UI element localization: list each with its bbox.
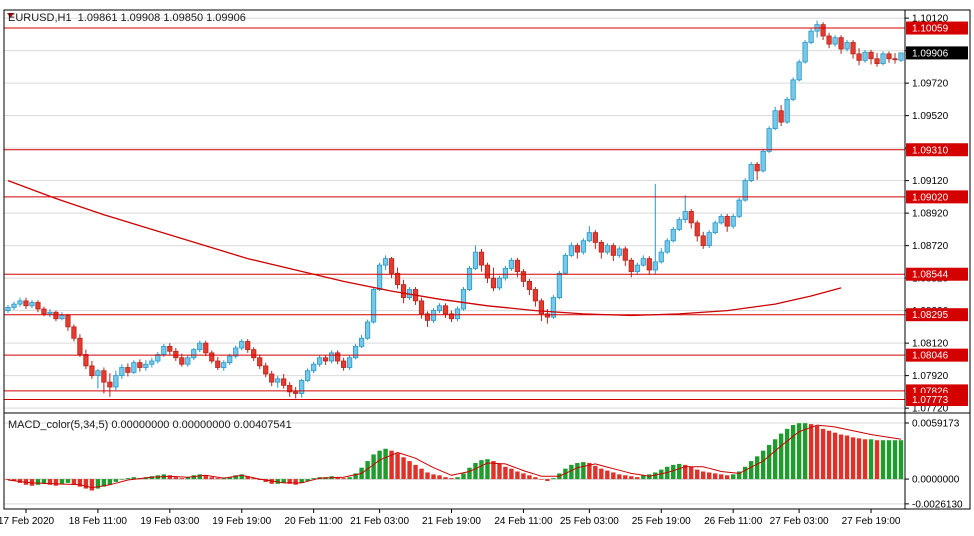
svg-text:1.08920: 1.08920 [912, 209, 949, 220]
svg-text:1.09720: 1.09720 [912, 79, 949, 90]
svg-text:25 Feb 19:00: 25 Feb 19:00 [632, 516, 691, 527]
svg-text:19 Feb 03:00: 19 Feb 03:00 [140, 516, 199, 527]
svg-text:1.09120: 1.09120 [912, 176, 949, 187]
svg-text:1.07773: 1.07773 [912, 395, 949, 406]
svg-text:1.07920: 1.07920 [912, 371, 949, 382]
support-resistance-lines: 1.10059 1.09310 1.09020 1.08544 1.08295 1.080… [4, 21, 968, 407]
svg-text:-0.0026130: -0.0026130 [912, 499, 963, 510]
svg-text:18 Feb 11:00: 18 Feb 11:00 [69, 516, 128, 527]
svg-text:1.07826: 1.07826 [912, 386, 949, 397]
chart-symbol-title: EURUSD,H1 1.09861 1.09908 1.09850 1.0990… [8, 12, 246, 24]
svg-text:21 Feb 19:00: 21 Feb 19:00 [422, 516, 481, 527]
axis-labels: 1.101201.099201.097201.095201.093201.091… [0, 14, 963, 527]
macd-histogram [5, 423, 904, 491]
candlesticks [5, 20, 904, 399]
svg-text:27 Feb 19:00: 27 Feb 19:00 [842, 516, 901, 527]
svg-text:1.09520: 1.09520 [912, 111, 949, 122]
svg-text:0.0059173: 0.0059173 [912, 418, 960, 429]
grid-lines [4, 17, 905, 505]
svg-text:1.08295: 1.08295 [912, 310, 949, 321]
svg-text:1.09906: 1.09906 [912, 48, 949, 59]
svg-text:21 Feb 03:00: 21 Feb 03:00 [350, 516, 409, 527]
svg-text:1.09310: 1.09310 [912, 145, 949, 156]
svg-text:27 Feb 03:00: 27 Feb 03:00 [770, 516, 829, 527]
chart-corner-marker-icon [7, 13, 14, 18]
svg-text:19 Feb 19:00: 19 Feb 19:00 [212, 516, 271, 527]
svg-text:1.08544: 1.08544 [912, 270, 949, 281]
svg-text:1.08720: 1.08720 [912, 241, 949, 252]
svg-text:1.10059: 1.10059 [912, 24, 949, 35]
macd-indicator-title: MACD_color(5,34,5) 0.00000000 0.00000000… [8, 419, 292, 431]
svg-text:20 Feb 11:00: 20 Feb 11:00 [285, 516, 344, 527]
svg-text:17 Feb 2020: 17 Feb 2020 [0, 516, 54, 527]
svg-text:1.08046: 1.08046 [912, 351, 949, 362]
svg-text:1.10120: 1.10120 [912, 14, 949, 25]
svg-text:0.0000000: 0.0000000 [912, 475, 960, 486]
moving-average-line [7, 179, 842, 317]
svg-text:1.08120: 1.08120 [912, 339, 949, 350]
panel-borders [3, 9, 971, 510]
svg-text:26 Feb 11:00: 26 Feb 11:00 [704, 516, 763, 527]
svg-text:1.07720: 1.07720 [912, 404, 949, 415]
svg-text:24 Feb 11:00: 24 Feb 11:00 [494, 516, 553, 527]
svg-text:1.09020: 1.09020 [912, 192, 949, 203]
svg-text:25 Feb 03:00: 25 Feb 03:00 [560, 516, 619, 527]
